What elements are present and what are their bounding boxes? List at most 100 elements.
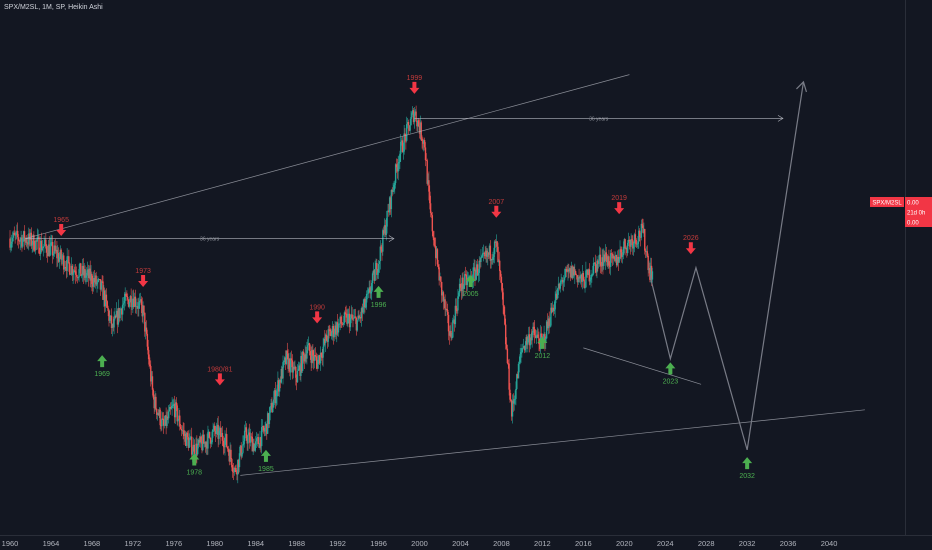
candle-body	[385, 226, 387, 236]
candle-body	[591, 274, 593, 276]
marker-label-peak: 1980/81	[207, 366, 232, 373]
candle-body	[365, 302, 367, 308]
candle-body	[208, 431, 210, 433]
candle-body	[297, 369, 300, 371]
candle-body	[211, 431, 213, 443]
candle-body	[113, 318, 115, 328]
candle-body	[313, 355, 315, 361]
candle-body	[408, 125, 410, 131]
candle-body	[86, 272, 88, 276]
candle-body	[298, 365, 300, 370]
candle-body	[647, 255, 649, 271]
candle-body	[57, 253, 60, 262]
candle-body	[147, 346, 149, 355]
candle-body	[549, 325, 551, 327]
x-tick-label: 2036	[780, 539, 797, 548]
price-tag-box	[905, 207, 932, 217]
candle-body	[626, 242, 629, 254]
candle-body	[293, 366, 295, 369]
candle-body	[412, 110, 415, 123]
price-tag-box	[905, 217, 932, 227]
candle-body	[632, 243, 635, 249]
candle-body	[324, 334, 327, 344]
candle-body	[620, 249, 622, 253]
candle-body	[73, 270, 75, 274]
candle-body	[134, 296, 137, 307]
candle-body	[423, 140, 425, 144]
candle-body	[536, 334, 538, 336]
candle-body	[502, 292, 504, 306]
marker-label-peak: 2026	[683, 235, 699, 242]
candle-body	[223, 446, 225, 448]
candle-body	[101, 281, 103, 283]
candle-body	[634, 234, 637, 240]
candle-body	[359, 317, 362, 319]
candle-body	[282, 362, 284, 379]
candle-body	[48, 244, 50, 256]
candle-body	[321, 357, 323, 358]
candle-body	[115, 310, 118, 318]
candle-body	[195, 443, 197, 457]
candle-body	[32, 234, 34, 245]
candle-body	[320, 352, 323, 358]
candle-body	[196, 445, 199, 455]
candle-body	[463, 285, 465, 289]
candle-body	[191, 451, 194, 455]
candle-body	[294, 367, 296, 369]
candle-body	[551, 307, 553, 313]
candle-body	[27, 242, 29, 245]
candle-body	[595, 264, 597, 273]
candle-body	[540, 333, 543, 338]
candle-body	[362, 307, 364, 313]
candle-body	[51, 241, 53, 243]
candle-body	[345, 313, 347, 315]
candle-body	[295, 377, 298, 383]
candle-body	[78, 269, 80, 278]
candle-body	[307, 343, 310, 346]
arrow-up-icon	[260, 449, 271, 462]
candle-body	[598, 254, 601, 261]
candle-body	[112, 324, 114, 328]
candle-body	[403, 133, 405, 152]
candle-body	[249, 432, 251, 443]
candle-body	[597, 260, 599, 264]
candle-body	[185, 433, 187, 446]
candle-body	[392, 190, 394, 192]
price-tag-value: 0.00	[907, 201, 919, 207]
candle-body	[18, 240, 21, 242]
candle-body	[594, 262, 596, 265]
candle-body	[238, 453, 241, 468]
candle-body	[560, 281, 562, 283]
candle-body	[458, 283, 461, 293]
candle-body	[567, 269, 569, 272]
candle-body	[621, 252, 623, 257]
candle-body	[612, 255, 614, 259]
candle-body	[485, 250, 487, 257]
candle-body	[161, 418, 163, 427]
candle-body	[268, 412, 271, 425]
x-tick-label: 2000	[411, 539, 428, 548]
x-tick-label: 2028	[698, 539, 715, 548]
candle-body	[504, 324, 507, 345]
candle-body	[233, 467, 236, 472]
candle-body	[453, 319, 456, 325]
candle-body	[56, 249, 58, 259]
candle-body	[573, 266, 575, 276]
candle-body	[440, 276, 442, 282]
candle-body	[508, 363, 510, 390]
candles-group	[9, 105, 654, 484]
candle-body	[215, 426, 218, 434]
candle-body	[171, 406, 173, 409]
candle-body	[344, 312, 346, 314]
x-tick-label: 2008	[493, 539, 510, 548]
candle-body	[47, 244, 50, 257]
candle-body	[251, 436, 254, 452]
candle-body	[361, 308, 364, 313]
candle-body	[535, 335, 538, 339]
candle-body	[94, 275, 97, 283]
candle-body	[262, 425, 265, 431]
candle-body	[528, 334, 531, 346]
candle-body	[273, 390, 276, 400]
candle-body	[624, 239, 626, 249]
